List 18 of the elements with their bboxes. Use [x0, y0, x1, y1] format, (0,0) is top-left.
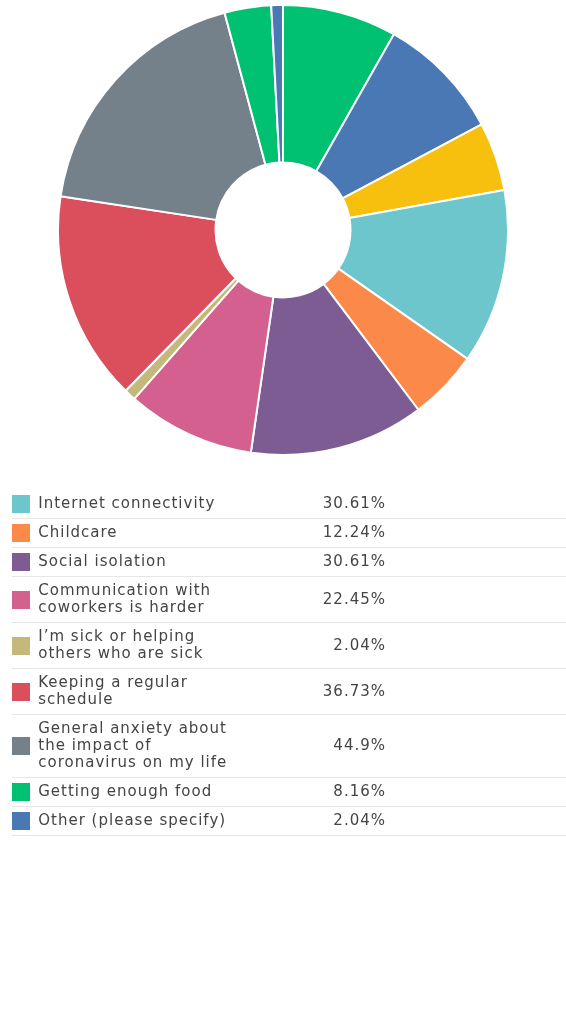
legend-label: Communication with coworkers is harder [30, 576, 293, 623]
legend-label: Getting enough food [30, 777, 293, 807]
data-label: 8.16% [292, 777, 566, 807]
legend-label: Internet connectivity [30, 490, 293, 519]
legend-label: Social isolation [30, 547, 293, 577]
data-label: 30.61% [292, 490, 566, 519]
data-label: 2.04% [292, 806, 566, 836]
data-label: 36.73% [292, 668, 566, 715]
legend-label: Other (please specify) [30, 806, 293, 836]
data-label: 2.04% [292, 622, 566, 669]
data-label: 12.24% [292, 518, 566, 548]
legend-label: I’m sick or helping others who are sick [30, 622, 293, 669]
data-label: 22.45% [292, 576, 566, 623]
legend-label: General anxiety about the impact of coronavirus on my life [30, 714, 293, 778]
legend-label: Keeping a regular schedule [30, 668, 293, 715]
data-label: 44.9% [292, 714, 566, 778]
legend-label: Childcare [30, 518, 293, 548]
data-label: 30.61% [292, 547, 566, 577]
